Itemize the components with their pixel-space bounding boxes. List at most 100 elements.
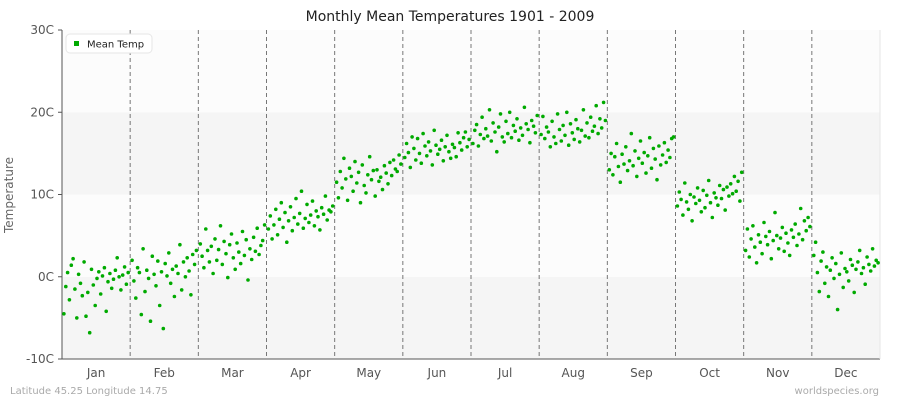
data-point (489, 139, 494, 143)
data-point (408, 165, 413, 170)
data-point (321, 212, 326, 216)
data-point (229, 232, 234, 236)
data-point (192, 262, 197, 267)
data-point (391, 158, 396, 162)
data-point (152, 272, 156, 277)
data-point (86, 290, 90, 295)
data-point (872, 264, 877, 268)
data-point (533, 131, 538, 135)
data-point (290, 228, 295, 233)
data-point (515, 117, 519, 121)
data-point (631, 163, 635, 168)
data-point (412, 146, 416, 151)
data-point (231, 255, 236, 260)
data-point (95, 276, 99, 281)
data-point (839, 251, 844, 255)
data-point (473, 128, 477, 133)
data-point (541, 114, 545, 119)
data-point (548, 145, 553, 149)
y-axis-label: Temperature (2, 157, 16, 234)
data-point (694, 201, 698, 206)
data-point (727, 194, 731, 198)
data-point (349, 174, 354, 179)
data-point (857, 248, 862, 253)
data-point (699, 210, 704, 214)
data-point (570, 131, 575, 135)
data-point (310, 199, 315, 203)
data-point (719, 196, 724, 201)
data-point (764, 234, 768, 239)
chart-title: Monthly Mean Temperatures 1901 - 2009 (306, 9, 595, 25)
data-point (395, 169, 400, 174)
data-point (137, 270, 142, 275)
data-point (531, 124, 536, 128)
data-point (743, 248, 748, 253)
y-tick-label: 20C (30, 105, 54, 119)
data-point (117, 275, 121, 279)
data-point (240, 229, 245, 234)
data-point (255, 226, 259, 230)
data-point (441, 159, 446, 163)
data-point (806, 215, 810, 220)
data-point (502, 140, 507, 144)
data-point (135, 265, 140, 270)
x-tick-label: Apr (290, 366, 311, 380)
data-point (283, 210, 287, 215)
data-point (826, 294, 831, 299)
data-point (552, 135, 556, 139)
data-point (876, 261, 880, 265)
data-point (819, 259, 823, 263)
data-point (577, 140, 582, 144)
x-tick-label: Jan (86, 366, 106, 380)
data-point (260, 238, 265, 243)
x-tick-label: Mar (221, 366, 244, 380)
data-point (657, 144, 661, 148)
data-point (697, 198, 702, 203)
data-point (439, 138, 444, 142)
data-point (636, 156, 641, 161)
data-point (660, 153, 665, 157)
grid-band (62, 30, 880, 113)
data-point (69, 263, 74, 268)
data-point (111, 277, 116, 282)
data-point (625, 168, 630, 173)
data-point (430, 163, 435, 167)
data-point (800, 237, 805, 242)
data-point (423, 144, 427, 148)
data-point (312, 224, 317, 228)
data-point (675, 204, 680, 208)
data-point (701, 188, 705, 193)
data-point (233, 267, 237, 272)
data-point (845, 270, 849, 274)
data-point (176, 271, 180, 276)
data-point (664, 160, 668, 165)
data-point (106, 279, 110, 284)
data-point (414, 158, 418, 162)
data-point (220, 262, 225, 267)
data-point (375, 168, 379, 172)
data-point (109, 286, 114, 291)
data-point (683, 181, 687, 185)
y-tick-label: 10C (30, 188, 54, 202)
data-point (599, 126, 604, 130)
data-point (635, 174, 639, 179)
data-point (528, 140, 532, 145)
data-point (194, 248, 199, 253)
data-point (351, 189, 355, 193)
data-point (119, 288, 123, 292)
data-point (824, 265, 829, 269)
data-point (651, 146, 656, 151)
y-tick-label: -10C (26, 352, 54, 366)
data-point (775, 233, 779, 238)
data-point (565, 110, 569, 115)
data-point (344, 177, 348, 181)
data-point (509, 135, 514, 140)
data-point (856, 260, 860, 264)
data-point (769, 256, 774, 261)
data-point (447, 149, 451, 154)
data-point (355, 181, 359, 185)
data-point (204, 227, 208, 231)
data-point (244, 237, 248, 242)
data-point (305, 202, 309, 207)
data-point (585, 121, 589, 125)
